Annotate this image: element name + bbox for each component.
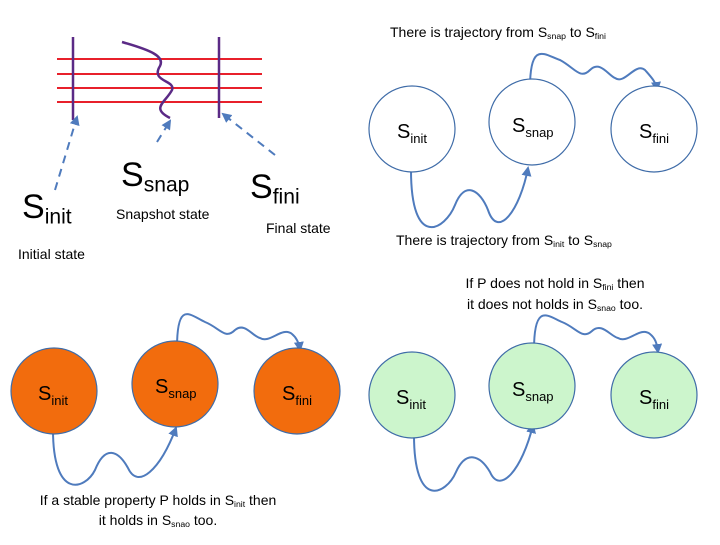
state-fini-circle <box>610 85 698 173</box>
trajectory-snap-to-fini <box>529 52 661 92</box>
snap-pointer-arrow <box>156 119 172 143</box>
trajectory-snap-to-fini <box>533 314 663 354</box>
state-init-circle <box>10 347 98 435</box>
state-snap-circle <box>488 342 576 430</box>
state-snap-circle <box>131 340 219 428</box>
trajectory-panel: Sinit Ssnap Sfini <box>368 52 698 229</box>
state-fini-label: Sfini <box>639 121 669 146</box>
state-init-label: Sinit <box>38 383 68 408</box>
trajectory-init-to-snap <box>410 166 532 229</box>
fini-pointer-arrow <box>221 112 276 156</box>
state-fini-circle <box>610 351 698 439</box>
snap-state-caption: Snapshot state <box>116 206 210 222</box>
state-init-label: Sinit <box>397 121 427 146</box>
fini-state-symbol: Sfini <box>250 168 300 209</box>
trajectory-caption-top: There is trajectory from Ssnap to Sfini <box>390 24 606 42</box>
trajectory-init-to-snap <box>52 426 178 486</box>
state-fini-label: Sfini <box>282 383 312 408</box>
not-holds-caption-line1: If P does not hold in Sfini then <box>465 275 645 293</box>
state-init-circle <box>368 85 456 173</box>
init-state-caption: Initial state <box>18 246 85 262</box>
stable-property-caption-line1: If a stable property P holds in Sinit th… <box>39 492 277 510</box>
state-snap-label: Ssnap <box>512 115 554 140</box>
snapshot-cut-line <box>121 40 174 120</box>
state-snap-circle <box>488 78 576 166</box>
state-snap-label: Ssnap <box>155 376 197 401</box>
state-init-label: Sinit <box>396 387 426 412</box>
init-pointer-arrow <box>54 115 80 191</box>
state-snap-label: Ssnap <box>512 379 554 404</box>
trajectory-init-to-snap <box>413 423 536 492</box>
timeline-panel <box>54 37 276 191</box>
snap-state-symbol: Ssnap <box>121 156 190 197</box>
state-fini-label: Sfini <box>639 387 669 412</box>
trajectory-caption-bottom: There is trajectory from Sinit to Ssnap <box>396 232 612 250</box>
init-state-symbol: Sinit <box>22 188 72 229</box>
stable-property-caption-line2: it holds in Ssnao too. <box>98 512 218 530</box>
trajectory-snap-to-fini <box>176 313 304 352</box>
not-holds-panel: Sinit Ssnap Sfini <box>368 314 698 492</box>
fini-state-caption: Final state <box>266 220 331 236</box>
stable-holds-panel: Sinit Ssnap Sfini <box>10 313 341 486</box>
state-fini-circle <box>253 347 341 435</box>
state-init-circle <box>368 351 456 439</box>
not-holds-caption-line2: it does not holds in Ssnao too. <box>466 296 644 314</box>
